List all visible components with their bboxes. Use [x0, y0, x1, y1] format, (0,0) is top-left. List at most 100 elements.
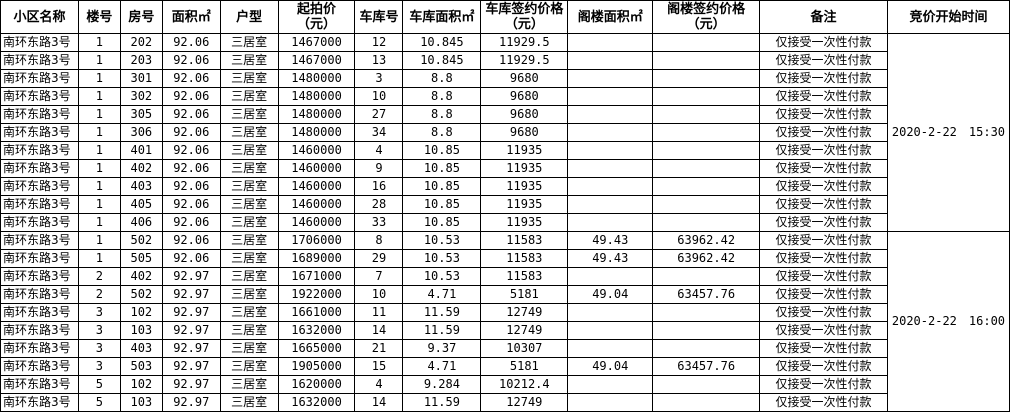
cell-room-no[interactable]: 406	[119, 213, 163, 232]
cell-attic-price[interactable]: 63962.42	[652, 249, 761, 268]
cell-starting-price[interactable]: 1665000	[277, 339, 356, 358]
header-attic-price[interactable]: 阁楼签约价格 （元）	[652, 0, 761, 34]
cell-starting-price[interactable]: 1706000	[277, 231, 356, 250]
cell-community-name[interactable]: 南环东路3号	[0, 213, 79, 232]
cell-garage-price[interactable]: 5181	[480, 357, 569, 376]
cell-attic-area[interactable]	[567, 303, 654, 322]
cell-garage-area[interactable]: 4.71	[402, 357, 482, 376]
cell-room-no[interactable]: 503	[119, 357, 163, 376]
cell-attic-price[interactable]: 63457.76	[652, 357, 761, 376]
cell-garage-no[interactable]: 12	[354, 33, 404, 52]
cell-attic-price[interactable]	[652, 33, 761, 52]
cell-area[interactable]: 92.97	[161, 339, 221, 358]
cell-garage-area[interactable]: 4.71	[402, 285, 482, 304]
cell-layout[interactable]: 三居室	[219, 339, 279, 358]
cell-attic-area[interactable]: 49.04	[567, 285, 654, 304]
cell-garage-area[interactable]: 10.85	[402, 213, 482, 232]
cell-garage-area[interactable]: 10.85	[402, 159, 482, 178]
cell-layout[interactable]: 三居室	[219, 69, 279, 88]
cell-area[interactable]: 92.06	[161, 213, 221, 232]
cell-starting-price[interactable]: 1689000	[277, 249, 356, 268]
cell-community-name[interactable]: 南环东路3号	[0, 87, 79, 106]
cell-garage-area[interactable]: 10.845	[402, 51, 482, 70]
cell-attic-area[interactable]: 49.04	[567, 357, 654, 376]
cell-room-no[interactable]: 502	[119, 231, 163, 250]
cell-attic-area[interactable]	[567, 141, 654, 160]
cell-building-no[interactable]: 5	[77, 393, 121, 412]
cell-garage-price[interactable]: 11935	[480, 195, 569, 214]
cell-area[interactable]: 92.06	[161, 249, 221, 268]
cell-garage-price[interactable]: 11935	[480, 213, 569, 232]
cell-room-no[interactable]: 401	[119, 141, 163, 160]
cell-auction-start-time[interactable]: 2020-2-22 16:00	[886, 231, 1010, 412]
cell-garage-area[interactable]: 11.59	[402, 303, 482, 322]
cell-garage-area[interactable]: 10.85	[402, 195, 482, 214]
cell-room-no[interactable]: 505	[119, 249, 163, 268]
cell-garage-no[interactable]: 29	[354, 249, 404, 268]
cell-remarks[interactable]: 仅接受一次性付款	[759, 69, 888, 88]
cell-attic-price[interactable]	[652, 87, 761, 106]
cell-remarks[interactable]: 仅接受一次性付款	[759, 375, 888, 394]
header-auction-start-time[interactable]: 竞价开始时间	[886, 0, 1010, 34]
cell-starting-price[interactable]: 1620000	[277, 375, 356, 394]
cell-community-name[interactable]: 南环东路3号	[0, 321, 79, 340]
cell-room-no[interactable]: 405	[119, 195, 163, 214]
header-garage-no[interactable]: 车库号	[354, 0, 404, 34]
cell-attic-price[interactable]	[652, 339, 761, 358]
cell-attic-price[interactable]	[652, 267, 761, 286]
cell-garage-no[interactable]: 4	[354, 375, 404, 394]
cell-community-name[interactable]: 南环东路3号	[0, 303, 79, 322]
cell-starting-price[interactable]: 1467000	[277, 51, 356, 70]
header-garage-area[interactable]: 车库面积㎡	[402, 0, 482, 34]
cell-building-no[interactable]: 1	[77, 177, 121, 196]
cell-building-no[interactable]: 3	[77, 321, 121, 340]
cell-area[interactable]: 92.06	[161, 123, 221, 142]
cell-room-no[interactable]: 305	[119, 105, 163, 124]
cell-layout[interactable]: 三居室	[219, 249, 279, 268]
cell-community-name[interactable]: 南环东路3号	[0, 123, 79, 142]
cell-building-no[interactable]: 1	[77, 249, 121, 268]
cell-layout[interactable]: 三居室	[219, 87, 279, 106]
cell-room-no[interactable]: 403	[119, 177, 163, 196]
cell-community-name[interactable]: 南环东路3号	[0, 375, 79, 394]
cell-attic-area[interactable]	[567, 195, 654, 214]
cell-area[interactable]: 92.06	[161, 105, 221, 124]
cell-starting-price[interactable]: 1480000	[277, 87, 356, 106]
cell-garage-price[interactable]: 9680	[480, 87, 569, 106]
cell-attic-price[interactable]	[652, 141, 761, 160]
cell-attic-area[interactable]	[567, 69, 654, 88]
cell-attic-price[interactable]	[652, 69, 761, 88]
cell-garage-area[interactable]: 10.85	[402, 141, 482, 160]
cell-room-no[interactable]: 202	[119, 33, 163, 52]
cell-garage-no[interactable]: 10	[354, 87, 404, 106]
cell-attic-price[interactable]: 63962.42	[652, 231, 761, 250]
cell-remarks[interactable]: 仅接受一次性付款	[759, 177, 888, 196]
cell-starting-price[interactable]: 1460000	[277, 159, 356, 178]
cell-starting-price[interactable]: 1632000	[277, 393, 356, 412]
cell-starting-price[interactable]: 1480000	[277, 105, 356, 124]
cell-garage-price[interactable]: 5181	[480, 285, 569, 304]
cell-room-no[interactable]: 103	[119, 393, 163, 412]
cell-garage-price[interactable]: 11935	[480, 159, 569, 178]
cell-remarks[interactable]: 仅接受一次性付款	[759, 267, 888, 286]
cell-garage-no[interactable]: 28	[354, 195, 404, 214]
cell-attic-price[interactable]	[652, 393, 761, 412]
cell-garage-area[interactable]: 10.53	[402, 231, 482, 250]
cell-starting-price[interactable]: 1460000	[277, 195, 356, 214]
cell-remarks[interactable]: 仅接受一次性付款	[759, 231, 888, 250]
cell-remarks[interactable]: 仅接受一次性付款	[759, 51, 888, 70]
cell-layout[interactable]: 三居室	[219, 123, 279, 142]
cell-garage-price[interactable]: 11583	[480, 267, 569, 286]
cell-room-no[interactable]: 306	[119, 123, 163, 142]
cell-building-no[interactable]: 1	[77, 105, 121, 124]
cell-area[interactable]: 92.06	[161, 141, 221, 160]
cell-garage-area[interactable]: 9.284	[402, 375, 482, 394]
cell-area[interactable]: 92.97	[161, 357, 221, 376]
cell-remarks[interactable]: 仅接受一次性付款	[759, 105, 888, 124]
cell-auction-start-time[interactable]: 2020-2-22 15:30	[886, 33, 1010, 232]
cell-attic-area[interactable]	[567, 105, 654, 124]
header-building-no[interactable]: 楼号	[77, 0, 121, 34]
cell-garage-no[interactable]: 21	[354, 339, 404, 358]
cell-remarks[interactable]: 仅接受一次性付款	[759, 339, 888, 358]
cell-attic-price[interactable]	[652, 303, 761, 322]
